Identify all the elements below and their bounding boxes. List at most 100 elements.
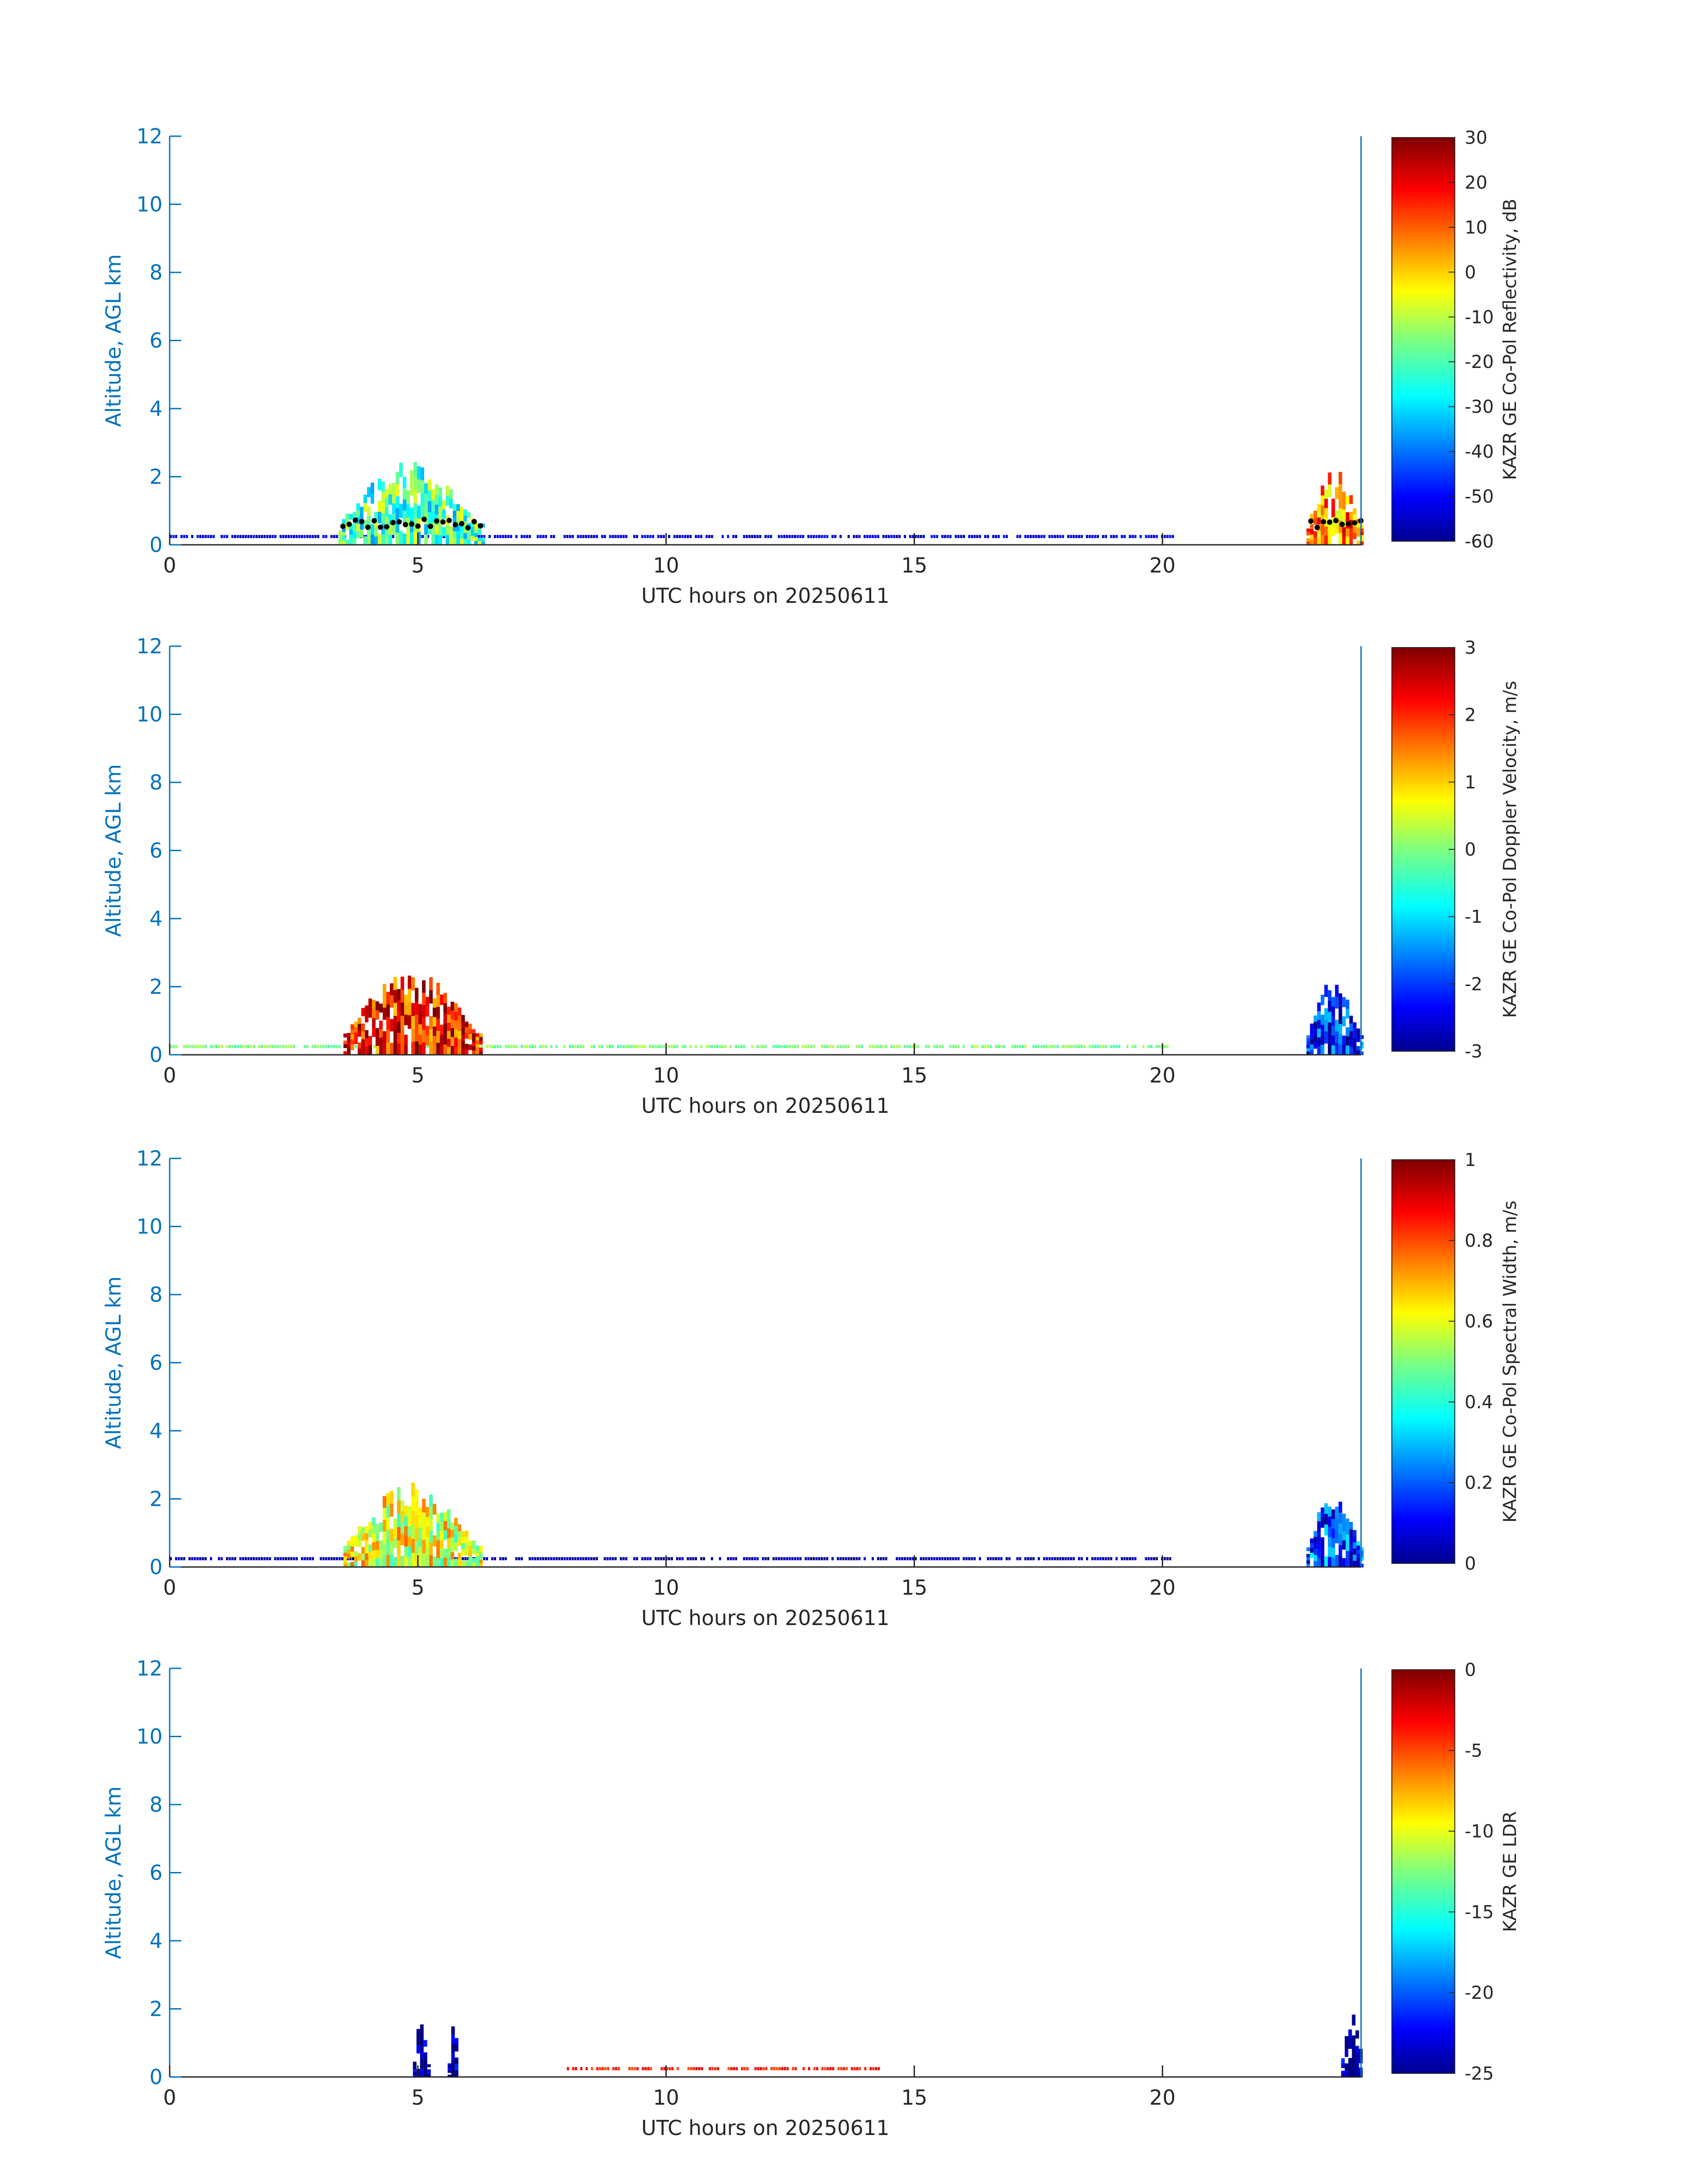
y-axis-label: Altitude, AGL km [101,1786,125,1959]
surface-echo-mark [183,1045,185,1048]
surface-echo-mark [992,1557,994,1560]
surface-echo-mark [229,1045,231,1048]
surface-echo-mark [727,2067,730,2070]
echo-cell [433,1504,437,1515]
echo-cell [1356,1028,1360,1033]
y-tick-label: 4 [150,397,163,421]
echo-cell [1313,1561,1317,1567]
x-tick-label: 10 [653,1575,679,1600]
surface-echo-mark [760,2067,762,2070]
x-tick-label: 20 [1149,1063,1176,1087]
echo-cell [426,1557,430,1567]
echo-cell [1324,1031,1328,1044]
echo-cell [436,1007,440,1020]
surface-echo-mark [877,535,879,538]
echo-cell [404,994,408,1005]
surface-echo-mark [987,1045,989,1048]
surface-echo-mark [247,1557,250,1560]
echo-cell [461,1015,465,1022]
echo-cell [361,1560,365,1567]
echo-cell [420,2033,424,2043]
surface-echo-mark [716,1045,718,1048]
surface-echo-mark [816,2067,819,2070]
surface-echo-mark [1115,1557,1118,1560]
echo-cell [461,1561,465,1567]
echo-feature [343,1482,483,1567]
surface-echo-mark [255,535,258,538]
echo-cell [434,484,438,495]
echo-cell [476,1047,480,1052]
surface-echo-mark [1032,1045,1035,1048]
echo-cell [365,1540,369,1547]
echo-cell [345,514,349,519]
echo-cell [1356,1046,1360,1051]
echo-cell [429,1530,433,1543]
surface-echo-mark [1097,1557,1099,1560]
echo-cell [440,1549,444,1559]
surface-echo-mark [226,1557,228,1560]
surface-echo-mark [778,2067,781,2070]
surface-echo-mark [499,1045,501,1048]
surface-echo-mark [1150,1045,1153,1048]
colorbar-tick-label: 2 [1465,705,1476,726]
surface-echo-mark [687,535,689,538]
surface-echo-mark [743,1045,745,1048]
surface-echo-mark [531,1045,534,1048]
echo-cell [1356,1558,1360,1563]
surface-echo-mark [851,2067,853,2070]
echo-cell [468,1044,472,1050]
cloud-base-point [459,521,464,526]
cloud-base-point [396,519,402,525]
surface-echo-mark [231,1045,234,1048]
echo-cell [1328,1517,1332,1527]
surface-echo-mark [813,1045,815,1048]
surface-echo-mark [748,535,751,538]
surface-echo-mark [234,1045,236,1048]
echo-cell [434,535,438,545]
surface-echo-mark [247,535,250,538]
surface-echo-mark [510,1045,512,1048]
echo-cell [368,1552,372,1560]
surface-echo-mark [751,1557,753,1560]
surface-echo-mark [325,535,327,538]
echo-cell [1331,1519,1335,1529]
surface-echo-mark [1024,1557,1027,1560]
echo-cell [368,999,372,1009]
echo-cell [424,535,428,545]
surface-echo-mark [213,535,215,538]
surface-echo-mark [639,1045,641,1048]
surface-echo-mark [202,535,204,538]
echo-cell [406,518,410,532]
echo-cell [343,1563,347,1567]
surface-echo-mark [912,535,914,538]
surface-echo-mark [199,1557,201,1560]
echo-cell [420,467,424,481]
surface-echo-mark [202,1045,204,1048]
surface-echo-mark [904,535,906,538]
echo-cell [440,1024,444,1036]
cloud-base-point [359,518,364,524]
echo-cell [379,1549,383,1559]
surface-echo-mark [1164,1557,1166,1560]
cloud-base-point [421,516,427,522]
surface-echo-mark [730,1557,732,1560]
echo-cell [372,1550,376,1559]
surface-echo-mark [657,1045,660,1048]
cloud-base-point [365,524,371,530]
surface-echo-mark [794,2067,797,2070]
surface-echo-mark [245,1045,247,1048]
surface-echo-mark [784,2067,786,2070]
surface-echo-mark [1089,535,1091,538]
echo-cell [459,526,464,533]
colorbar-tick-label: 0.8 [1465,1231,1493,1251]
echo-cell [438,535,442,545]
surface-echo-mark [293,1045,295,1048]
echo-cell [451,1011,455,1020]
echo-cell [429,1518,433,1531]
echo-cell [1324,526,1328,536]
echo-cell [386,1017,390,1030]
surface-echo-mark [1057,535,1059,538]
y-tick-label: 12 [136,124,163,148]
surface-echo-mark [845,1045,847,1048]
surface-echo-mark [580,535,582,538]
